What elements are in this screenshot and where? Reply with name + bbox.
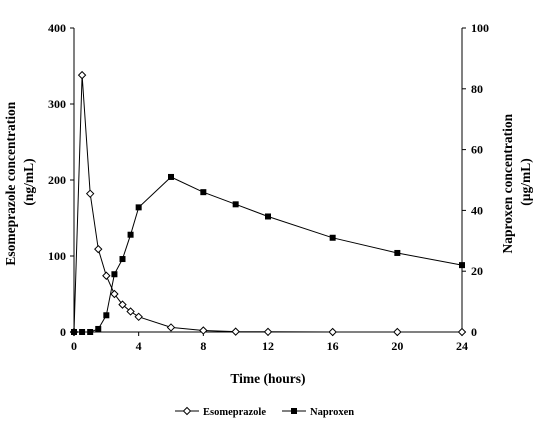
data-point-esomeprazole — [77, 70, 87, 80]
right-y-tick-label: 60 — [471, 143, 483, 157]
data-point-naproxen — [168, 173, 174, 180]
left-axis-title-line1: Esomeprazole concentration — [3, 101, 18, 265]
x-tick-label: 12 — [262, 339, 274, 353]
data-point-esomeprazole — [102, 271, 111, 280]
left-y-tick-label: 100 — [48, 249, 66, 263]
data-point-esomeprazole — [457, 327, 467, 337]
x-tick-label: 8 — [200, 339, 206, 353]
legend-marker-naproxen — [291, 408, 297, 414]
data-point-esomeprazole — [231, 327, 240, 336]
right-y-tick-label: 20 — [471, 264, 483, 278]
x-tick-label: 24 — [456, 339, 468, 353]
data-point-esomeprazole — [126, 307, 135, 316]
data-point-esomeprazole — [94, 244, 103, 254]
legend: Esomeprazole Naproxen — [175, 406, 354, 418]
legend-marker-esomeprazole — [182, 406, 192, 416]
data-point-naproxen — [232, 201, 239, 208]
x-tick-label: 20 — [391, 339, 403, 353]
series-line-esomeprazole — [73, 75, 462, 333]
data-point-naproxen — [200, 189, 207, 196]
data-point-esomeprazole — [263, 327, 273, 337]
data-point-naproxen — [111, 271, 118, 278]
right-y-tick-label: 0 — [471, 325, 477, 339]
data-point-naproxen — [394, 249, 401, 256]
data-point-naproxen — [135, 204, 142, 211]
left-y-tick-label: 400 — [48, 21, 66, 35]
data-point-esomeprazole — [393, 327, 402, 337]
data-point-esomeprazole — [199, 326, 208, 335]
data-point-esomeprazole — [166, 323, 176, 332]
left-axis-title: Esomeprazole concentration (ng/mL) — [3, 98, 36, 265]
left-y-tick-label: 300 — [48, 97, 66, 111]
data-point-naproxen — [127, 231, 134, 238]
data-point-naproxen — [459, 262, 465, 269]
series-line-naproxen — [74, 176, 463, 333]
right-axis-title-line1: Naproxen concentration — [500, 113, 515, 253]
data-point-esomeprazole — [328, 327, 337, 337]
left-axis-title-line2: (ng/mL) — [21, 158, 36, 205]
left-y-tick-label: 0 — [60, 325, 66, 339]
x-axis-title: Time (hours) — [230, 371, 305, 386]
x-tick-label: 4 — [136, 339, 142, 353]
data-point-naproxen — [79, 329, 86, 335]
data-point-esomeprazole — [118, 300, 127, 309]
right-y-tick-label: 80 — [471, 82, 483, 96]
right-axis-title: Naproxen concentration (µg/mL) — [500, 111, 533, 254]
right-axis-title-line2: (µg/mL) — [518, 158, 533, 206]
data-point-naproxen — [103, 312, 110, 319]
data-point-naproxen — [71, 329, 77, 335]
data-point-naproxen — [265, 213, 271, 220]
right-y-tick-label: 40 — [471, 203, 483, 217]
data-point-esomeprazole — [85, 189, 95, 198]
x-tick-label: 0 — [71, 339, 77, 353]
data-point-naproxen — [87, 329, 94, 335]
data-point-esomeprazole — [110, 289, 119, 299]
right-y-tick-label: 100 — [471, 21, 489, 35]
series-layer — [69, 70, 467, 337]
data-point-esomeprazole — [134, 312, 143, 322]
data-point-naproxen — [329, 234, 336, 241]
x-tick-label: 16 — [327, 339, 339, 353]
data-point-naproxen — [119, 256, 126, 263]
legend-label-esomeprazole: Esomeprazole — [203, 407, 266, 418]
legend-label-naproxen: Naproxen — [310, 407, 354, 418]
data-point-naproxen — [95, 325, 102, 332]
left-y-tick-label: 200 — [48, 173, 66, 187]
